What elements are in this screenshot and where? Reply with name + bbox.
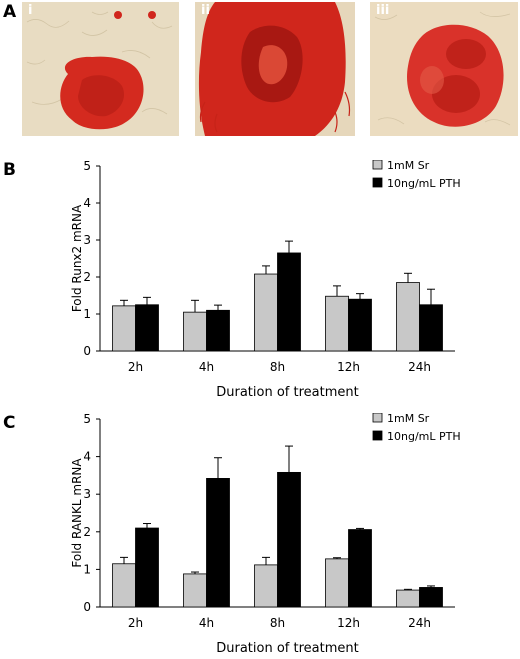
bar-8h-sr — [254, 273, 278, 352]
bar-24h-sr — [396, 282, 420, 352]
micrograph-iii-image — [370, 2, 518, 136]
legend-swatch-sr — [372, 413, 383, 423]
x-tick-label: 12h — [337, 616, 360, 630]
y-tick-label: 1 — [83, 307, 91, 321]
bar-2h-pth — [135, 304, 159, 352]
legend-label-sr: 1mM Sr — [387, 413, 430, 425]
bar-4h-pth — [206, 309, 230, 352]
x-tick-label: 8h — [270, 360, 285, 374]
chart-runx2: 0 1 2 3 4 5 Fold Runx2 mRNA 2h 4h 8h 12h 24h Duratio… — [70, 160, 461, 400]
micrograph-i: i — [22, 2, 179, 136]
y-tick-label: 3 — [83, 233, 91, 247]
bar-24h-pth — [419, 304, 443, 352]
micrograph-i-image — [22, 2, 179, 136]
bar-8h-pth — [277, 252, 301, 352]
panel-c-letter: C — [3, 413, 16, 433]
bar-2h-pth — [135, 527, 159, 608]
legend-label-pth: 10ng/mL PTH — [387, 177, 461, 190]
micrograph-iii: iii — [370, 2, 518, 136]
bar-12h-pth — [348, 298, 372, 352]
bar-12h-pth — [348, 529, 372, 608]
legend-label-sr: 1mM Sr — [387, 160, 430, 172]
x-axis-label: Duration of treatment — [216, 641, 358, 656]
y-axis-label: Fold Runx2 mRNA — [70, 204, 84, 312]
legend-swatch-pth — [372, 430, 383, 441]
y-tick-label: 3 — [83, 487, 91, 501]
legend-swatch-sr — [372, 160, 383, 170]
x-axis-label: Duration of treatment — [216, 385, 358, 400]
y-tick-label: 4 — [83, 450, 91, 464]
panel-a-letter: A — [3, 2, 17, 22]
y-tick-label: 5 — [83, 413, 91, 426]
x-tick-label: 24h — [408, 360, 431, 374]
y-tick-label: 4 — [83, 196, 91, 210]
micrograph-ii-image — [195, 2, 355, 136]
panel-b-letter: B — [3, 160, 16, 180]
y-axis-label: Fold RANKL mRNA — [70, 458, 84, 568]
bar-24h-pth — [419, 587, 443, 608]
bar-12h-sr — [325, 295, 349, 352]
subpanel-ii-label: ii — [201, 3, 210, 18]
bar-4h-pth — [206, 478, 230, 608]
bar-2h-sr — [112, 305, 136, 352]
legend-swatch-pth — [372, 177, 383, 188]
subpanel-i-label: i — [28, 3, 33, 18]
y-tick-label: 2 — [83, 270, 91, 284]
x-tick-label: 4h — [199, 360, 214, 374]
bar-12h-sr — [325, 558, 349, 608]
bar-2h-sr — [112, 563, 136, 608]
y-tick-label: 2 — [83, 525, 91, 539]
x-tick-label: 4h — [199, 616, 214, 630]
y-tick-label: 0 — [83, 600, 91, 614]
y-tick-label: 1 — [83, 562, 91, 576]
x-tick-label: 8h — [270, 616, 285, 630]
y-tick-label: 0 — [83, 344, 91, 358]
micrograph-ii: ii — [195, 2, 355, 136]
bar-8h-pth — [277, 471, 301, 608]
bar-8h-sr — [254, 564, 278, 608]
x-tick-label: 24h — [408, 616, 431, 630]
x-tick-label: 2h — [128, 360, 143, 374]
subpanel-iii-label: iii — [376, 3, 390, 18]
y-tick-label: 5 — [83, 160, 91, 173]
x-tick-label: 12h — [337, 360, 360, 374]
bar-4h-sr — [183, 573, 207, 608]
x-tick-label: 2h — [128, 616, 143, 630]
bar-24h-sr — [396, 589, 420, 608]
legend-label-pth: 10ng/mL PTH — [387, 430, 461, 443]
chart-rankl: 0 1 2 3 4 5 Fold RANKL mRNA 2h 4h 8h 12h 24h Duratio… — [70, 413, 461, 656]
bar-4h-sr — [183, 311, 207, 352]
